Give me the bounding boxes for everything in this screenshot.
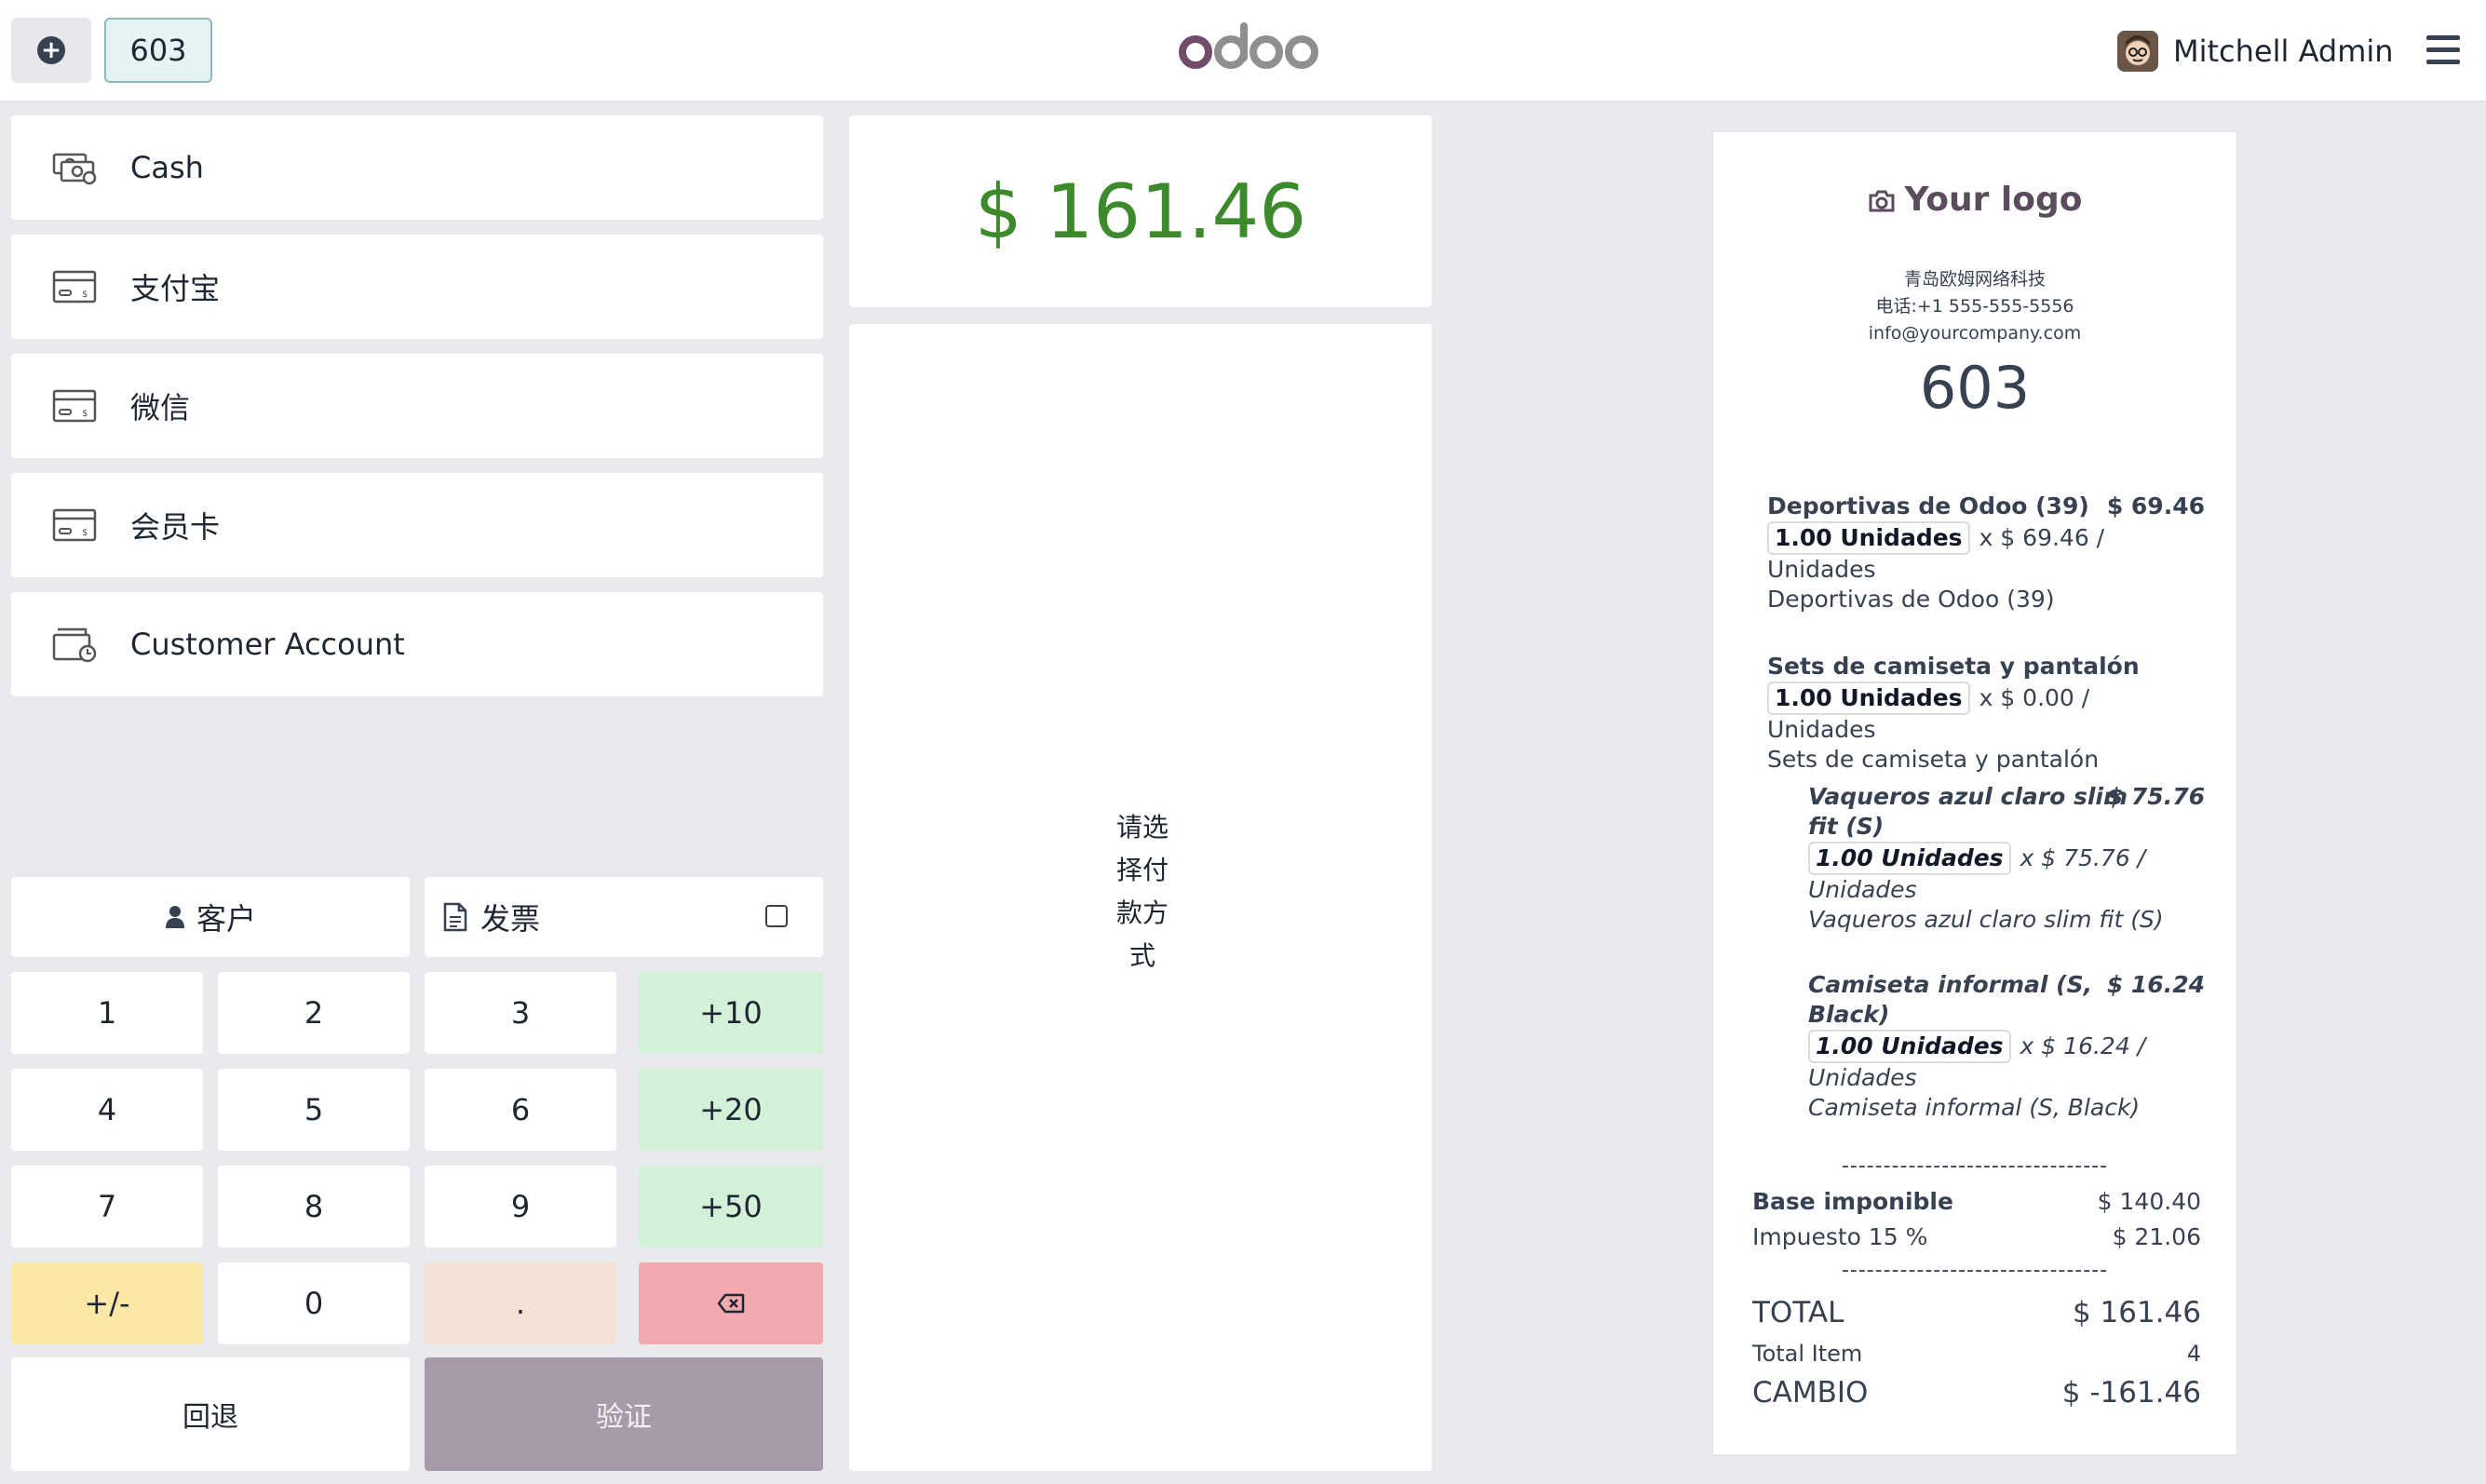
numpad-key-7[interactable]: 7 xyxy=(11,1166,203,1248)
receipt-company-info: 青岛欧姆网络科技 电话:+1 555-555-5556 info@yourcom… xyxy=(1868,269,2082,344)
new-order-button[interactable]: + xyxy=(11,18,91,83)
plus-circle-icon: + xyxy=(37,36,65,64)
numpad-plus-20[interactable]: +20 xyxy=(639,1069,823,1151)
receipt-line: Deportivas de Odoo (39) $ 69.46 1.00 Uni… xyxy=(1767,492,2205,613)
user-menu[interactable]: Mitchell Admin xyxy=(2117,28,2394,74)
svg-text:$: $ xyxy=(82,528,88,538)
receipt-logo: Your logo xyxy=(1713,181,2236,219)
payment-method-cash[interactable]: Cash xyxy=(11,115,823,220)
payment-method-member-card[interactable]: $ 会员卡 xyxy=(11,473,823,577)
numpad-plus-10[interactable]: +10 xyxy=(639,972,823,1054)
numpad-plus-50[interactable]: +50 xyxy=(639,1166,823,1248)
numpad-decimal[interactable]: . xyxy=(425,1262,616,1344)
payment-method-customer-account[interactable]: Customer Account xyxy=(11,592,823,696)
receipt-tax-row: Impuesto 15 % $ 21.06 xyxy=(1752,1223,2201,1250)
numpad-key-2[interactable]: 2 xyxy=(218,972,410,1054)
numpad-key-4[interactable]: 4 xyxy=(11,1069,203,1151)
receipt-separator: -------------------------------- xyxy=(1841,1154,2109,1178)
card-icon: $ xyxy=(52,508,97,542)
payment-method-label: Customer Account xyxy=(130,627,405,662)
user-name: Mitchell Admin xyxy=(2173,34,2394,69)
invoice-checkbox[interactable] xyxy=(765,905,788,927)
receipt-total-row: TOTAL $ 161.46 xyxy=(1752,1296,2201,1329)
back-button[interactable]: 回退 xyxy=(11,1357,410,1471)
customer-label: 客户 xyxy=(196,901,256,937)
odoo-logo xyxy=(1179,22,1318,69)
avatar xyxy=(2117,31,2158,72)
hamburger-menu-icon[interactable] xyxy=(2426,35,2460,65)
wallet-clock-icon xyxy=(52,627,97,663)
svg-text:$: $ xyxy=(82,409,88,419)
order-tab[interactable]: 603 xyxy=(104,18,212,83)
receipt-order-number: 603 xyxy=(1919,354,2031,422)
numpad-key-8[interactable]: 8 xyxy=(218,1166,410,1248)
receipt-line: Vaqueros azul claro slim fit (S) $ 75.76… xyxy=(1808,783,2205,933)
receipt-preview: Your logo 青岛欧姆网络科技 电话:+1 555-555-5556 in… xyxy=(1711,130,2238,1456)
svg-text:$: $ xyxy=(82,290,88,300)
invoice-button[interactable]: 发票 xyxy=(425,877,823,957)
receipt-change-row: CAMBIO $ -161.46 xyxy=(1752,1376,2201,1410)
payment-method-label: 支付宝 xyxy=(130,271,221,306)
backspace-icon xyxy=(717,1293,745,1314)
payment-method-wechat[interactable]: $ 微信 xyxy=(11,354,823,458)
amount-due: $ 161.46 xyxy=(974,168,1307,255)
customer-button[interactable]: 客户 xyxy=(11,877,410,957)
receipt-separator: -------------------------------- xyxy=(1841,1259,2109,1282)
card-icon: $ xyxy=(52,270,97,304)
card-icon: $ xyxy=(52,389,97,423)
numpad-key-9[interactable]: 9 xyxy=(425,1166,616,1248)
payment-method-label: 微信 xyxy=(130,390,191,425)
cash-icon xyxy=(52,153,97,185)
receipt-line: Sets de camiseta y pantalón 1.00 Unidade… xyxy=(1767,653,2140,773)
numpad-sign-toggle[interactable]: +/- xyxy=(11,1262,203,1344)
validate-button[interactable]: 验证 xyxy=(425,1357,823,1471)
amount-due-card: $ 161.46 xyxy=(849,115,1432,307)
top-bar: + 603 Mitchell Admin xyxy=(0,0,2486,102)
numpad-key-3[interactable]: 3 xyxy=(425,972,616,1054)
camera-icon xyxy=(1869,190,1894,212)
select-payment-prompt: 请选 择付 款方 式 xyxy=(1115,812,1169,971)
receipt-line: Camiseta informal (S, Black) $ 16.24 1.0… xyxy=(1808,971,2205,1121)
invoice-label: 发票 xyxy=(480,901,541,937)
document-icon xyxy=(443,902,467,932)
user-icon xyxy=(165,906,184,928)
payment-lines-panel: 请选 择付 款方 式 xyxy=(849,324,1432,1471)
numpad-key-6[interactable]: 6 xyxy=(425,1069,616,1151)
receipt-base-row: Base imponible $ 140.40 xyxy=(1752,1188,2201,1215)
numpad-key-0[interactable]: 0 xyxy=(218,1262,410,1344)
payment-method-label: Cash xyxy=(130,150,204,185)
payment-method-alipay[interactable]: $ 支付宝 xyxy=(11,235,823,339)
numpad-backspace[interactable] xyxy=(639,1262,823,1344)
numpad-key-5[interactable]: 5 xyxy=(218,1069,410,1151)
numpad-key-1[interactable]: 1 xyxy=(11,972,203,1054)
payment-method-label: 会员卡 xyxy=(130,509,221,545)
receipt-items-row: Total Item 4 xyxy=(1752,1341,2201,1367)
